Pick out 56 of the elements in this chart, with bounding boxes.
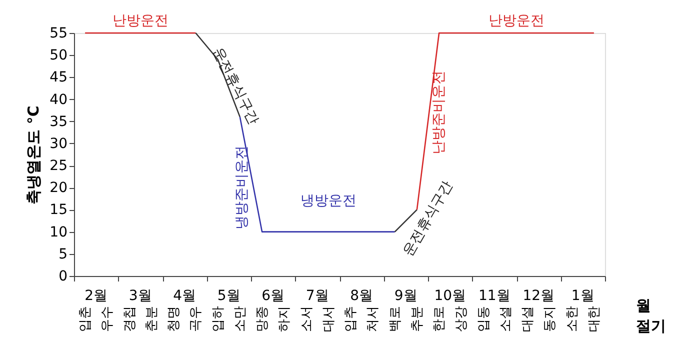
y-tick-label: 30 [50,136,68,152]
x-tick-label: 곡우 [188,306,204,332]
text: 난방운전 [112,13,168,29]
y-tick-label: 35 [50,114,68,130]
x-tick-label: 대설 [520,306,536,332]
text: 7월 [306,288,329,304]
x-tick-label: 소한 [564,306,580,332]
text: 1월 [571,288,594,304]
text: 3월 [128,288,152,304]
x-tick-label: 상강 [454,306,470,332]
x-tick-label: 망종 [255,306,270,332]
annotation: 난방준비운전 [431,70,448,155]
x-tick-label: 처서 [366,306,381,332]
text: 2월 [84,288,108,304]
x-tick-label: 우수 [100,306,116,332]
text: 10월 [434,288,466,304]
y-tick-label: 25 [50,158,68,174]
x-tick-label: 경칩 [122,306,138,332]
text: 12월 [522,288,555,304]
x-tick-label: 춘분 [144,306,160,332]
text: 11월 [478,288,510,304]
x-tick-label: 소서 [299,306,314,332]
x-tick-label: 입춘 [78,306,94,332]
x-tick-label: 청명 [166,306,182,332]
y-tick-label: 20 [50,180,68,196]
x-tick-label: 백로 [388,306,403,332]
y-tick-label: 15 [50,202,68,218]
x-tick-label: 추분 [410,306,425,332]
x-tick-label: 소만 [232,306,248,332]
x-tick-label: 동지 [542,306,558,332]
x-tick-label: 하지 [277,306,292,332]
y-tick-label: 50 [50,48,68,64]
x-axis-title: 월 [636,296,651,314]
x-tick-label: 대한 [586,306,602,332]
x-tick-label: 대서 [321,306,336,332]
y-tick-label: 5 [58,246,68,262]
annotation: 냉방준비운전 [234,146,250,230]
text: 5월 [217,288,240,304]
annotation: 냉방운전 [300,192,356,209]
y-tick-label: 10 [50,224,68,240]
x-tick-label: 소설 [498,306,514,332]
y-tick-label: 40 [50,92,68,108]
y-tick-label: 45 [50,70,68,86]
text: 4월 [173,288,196,304]
y-tick-label: 0 [58,268,68,284]
y-axis-title: 축냉열온도 °C [24,106,43,204]
text: 9월 [394,288,418,304]
x-tick-label: 한로 [432,306,448,332]
x-tick-label: 입동 [476,306,492,332]
text: 6월 [262,288,285,304]
text: 난방운전 [488,13,544,29]
text: 8월 [350,288,374,304]
x-tick-label: 입하 [210,306,226,332]
text: 절기 [636,317,666,335]
y-tick-label: 55 [50,26,68,42]
x-tick-label: 입추 [344,306,359,332]
